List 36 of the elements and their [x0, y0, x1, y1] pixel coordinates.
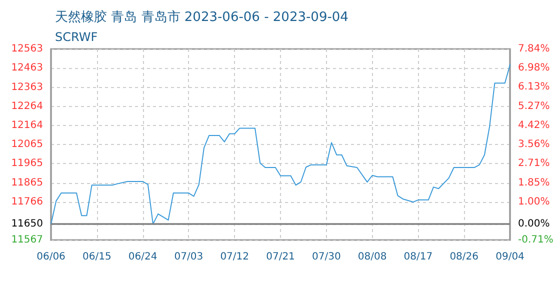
x-tick-label: 07/03 — [174, 252, 204, 262]
y2-tick-label: 3.56% — [518, 139, 550, 150]
y2-tick-label: 6.98% — [518, 62, 550, 74]
x-tick-label: 06/06 — [36, 252, 66, 262]
x-tick-label: 06/24 — [128, 252, 158, 262]
chart-title: 天然橡胶 青岛 青岛市 2023-06-06 - 2023-09-04 — [55, 10, 348, 25]
x-tick-label: 07/30 — [312, 252, 341, 262]
line-series — [50, 64, 510, 225]
y-tick-label: 12264 — [11, 100, 43, 112]
y-tick-label: 11766 — [11, 196, 43, 208]
y2-tick-label: 2.71% — [518, 158, 550, 170]
y2-tick-label: 1.00% — [518, 196, 550, 208]
y-tick-label: 12563 — [11, 44, 43, 54]
y-tick-label: 11865 — [11, 177, 43, 188]
y-tick-label: 12463 — [11, 62, 43, 74]
x-tick-label: 08/26 — [450, 252, 479, 262]
y-tick-label: 12164 — [11, 120, 43, 132]
y-tick-label: 12363 — [11, 82, 43, 93]
y2-tick-label: 6.13% — [518, 82, 550, 93]
y-tick-label: 11650 — [11, 218, 43, 230]
y2-tick-label: 5.27% — [518, 100, 550, 112]
y2-tick-label: 7.84% — [518, 44, 550, 54]
y-tick-label: 12065 — [11, 139, 43, 150]
y2-tick-label: 4.42% — [518, 120, 550, 131]
x-tick-label: 07/21 — [266, 252, 295, 262]
x-tick-label: 09/04 — [496, 252, 524, 262]
x-tick-label: 06/15 — [82, 252, 112, 262]
x-tick-label: 08/17 — [404, 252, 433, 262]
y2-tick-label: -0.71% — [518, 234, 554, 246]
x-tick-label: 08/08 — [358, 252, 387, 262]
y-tick-label: 11567 — [11, 234, 43, 246]
y2-tick-label: 0.00% — [518, 218, 550, 230]
y2-tick-label: 1.85% — [518, 177, 550, 188]
x-tick-label: 07/12 — [220, 252, 250, 262]
y-tick-label: 11965 — [11, 158, 43, 170]
chart-subtitle: SCRWF — [55, 30, 98, 44]
